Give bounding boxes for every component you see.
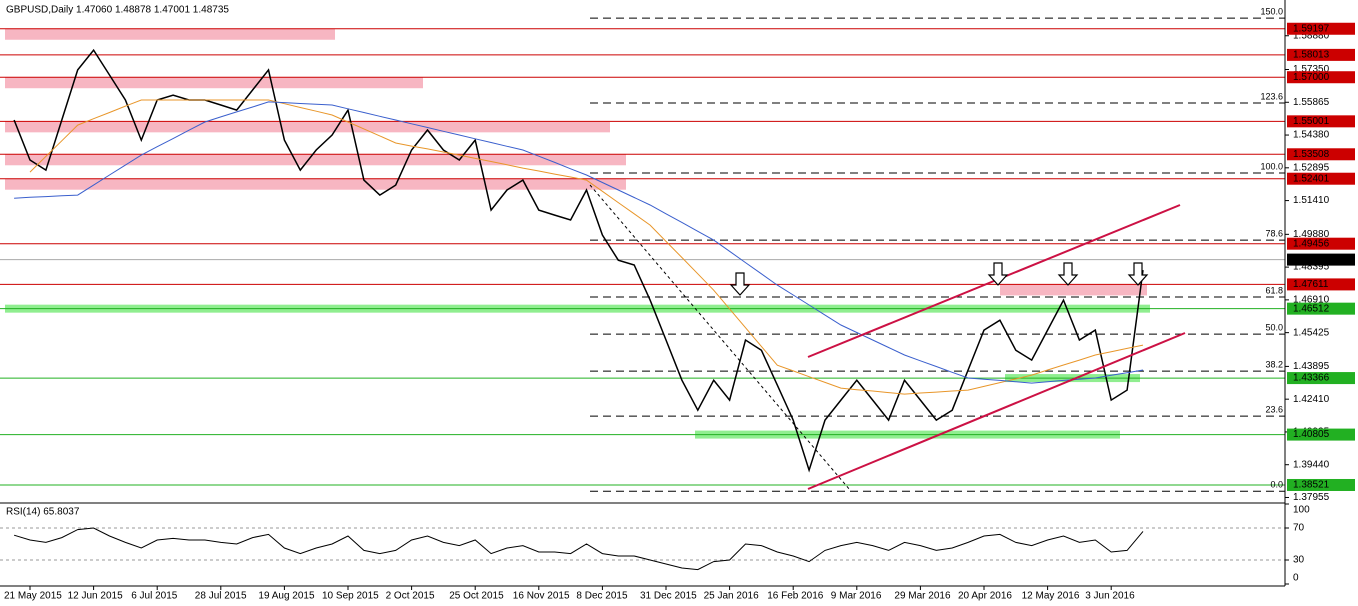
price-line <box>14 101 1144 384</box>
x-tick-label: 28 Jul 2015 <box>195 591 247 602</box>
fib-label: 50.0 <box>1265 322 1283 332</box>
x-tick-label: 16 Feb 2016 <box>767 591 824 602</box>
zone <box>5 154 626 166</box>
x-tick-label: 31 Dec 2015 <box>640 591 697 602</box>
x-tick-label: 16 Nov 2015 <box>513 591 570 602</box>
rsi-line <box>13 527 1144 571</box>
last-price-box <box>1287 253 1355 266</box>
rsi-title: RSI(14) 65.8037 <box>6 507 80 518</box>
x-tick-label: 25 Oct 2015 <box>449 591 504 602</box>
level-label-box <box>1287 237 1355 250</box>
fib-label: 38.2 <box>1265 360 1283 370</box>
axis: 1.58880 1.57350 1.55865 1.54380 1.52895 1.514… <box>4 22 1355 602</box>
arrow <box>987 262 1009 286</box>
fib-label: 23.6 <box>1265 405 1283 415</box>
x-tick-label: 20 Apr 2016 <box>958 591 1012 602</box>
levels: 150.0 123.6 100.0 78.6 61.8 50.0 38.2 23.6 0.0 <box>0 6 1285 561</box>
y-tick-label: 1.54380 <box>1293 130 1330 141</box>
level-label-box <box>1287 48 1355 61</box>
level-label: 1.59197 <box>1293 23 1330 34</box>
level-label: 1.55001 <box>1293 116 1330 127</box>
y-tick-label: 1.39440 <box>1293 459 1330 470</box>
rsi-tick-label: 70 <box>1293 523 1305 534</box>
y-tick-label: 1.49880 <box>1293 229 1330 240</box>
level-label-box <box>1287 71 1355 84</box>
x-tick-label: 3 Jun 2016 <box>1085 591 1135 602</box>
rsi-tick-label: 100 <box>1293 505 1310 516</box>
x-tick-label: 10 Sep 2015 <box>322 591 379 602</box>
level-label: 1.52401 <box>1293 173 1330 184</box>
x-tick-label: 12 Jun 2015 <box>68 591 123 602</box>
x-tick-label: 19 Aug 2015 <box>258 591 315 602</box>
level-label-box <box>1287 172 1355 185</box>
fib-label: 0.0 <box>1270 480 1283 490</box>
level-label: 1.47611 <box>1293 279 1329 290</box>
y-tick-label: 1.45425 <box>1293 327 1330 338</box>
level-label: 1.38521 <box>1293 480 1330 491</box>
level-label-box <box>1287 22 1355 35</box>
fib-label: 100.0 <box>1260 161 1283 171</box>
y-tick-label: 1.51410 <box>1293 195 1330 206</box>
marks <box>13 48 1144 571</box>
zone <box>1000 284 1147 296</box>
level-label: 1.40805 <box>1293 429 1330 440</box>
y-tick-label: 1.43895 <box>1293 361 1330 372</box>
x-tick-label: 12 May 2016 <box>1022 591 1080 602</box>
arrows <box>729 262 1149 296</box>
y-tick-label: 1.58880 <box>1293 30 1330 41</box>
x-tick-label: 2 Oct 2015 <box>386 591 435 602</box>
x-tick-label: 9 Mar 2016 <box>831 591 882 602</box>
level-label-box <box>1287 372 1355 385</box>
level-label: 1.43366 <box>1293 373 1330 384</box>
zone <box>5 121 610 133</box>
trend-line <box>589 184 851 491</box>
level-label: 1.57000 <box>1293 72 1330 83</box>
y-tick-label: 1.48395 <box>1293 262 1330 273</box>
x-tick-label: 25 Jan 2016 <box>704 591 759 602</box>
level-label: 1.58013 <box>1293 50 1330 61</box>
level-label: 1.53508 <box>1293 149 1330 160</box>
y-tick-label: 1.55865 <box>1293 97 1330 108</box>
zone <box>5 28 335 40</box>
y-tick-label: 1.46910 <box>1293 295 1330 306</box>
fib-label: 61.8 <box>1265 285 1283 295</box>
x-tick-label: 29 Mar 2016 <box>894 591 951 602</box>
level-label-box <box>1287 148 1355 161</box>
x-tick-label: 8 Dec 2015 <box>576 591 628 602</box>
level-label-box <box>1287 428 1355 441</box>
level-label-box <box>1287 278 1355 291</box>
arrow <box>1057 262 1079 286</box>
y-tick-label: 1.57350 <box>1293 64 1330 75</box>
level-label-box <box>1287 478 1355 491</box>
chart-title: GBPUSD,Daily 1.47060 1.48878 1.47001 1.4… <box>6 5 229 16</box>
zone <box>5 77 423 89</box>
fib-label: 123.6 <box>1260 91 1283 101</box>
rsi-tick-label: 0 <box>1293 573 1299 584</box>
level-label-box <box>1287 302 1355 315</box>
x-tick-label: 21 May 2015 <box>4 591 62 602</box>
arrow <box>1127 262 1149 286</box>
y-tick-label: 1.42410 <box>1293 394 1330 405</box>
y-tick-label: 1.52895 <box>1293 162 1330 173</box>
level-label-box <box>1287 115 1355 128</box>
level-label: 1.49456 <box>1293 238 1330 249</box>
price-line <box>29 99 1144 395</box>
y-tick-label: 1.37955 <box>1293 492 1330 503</box>
rsi-tick-label: 30 <box>1293 555 1305 566</box>
level-label: 1.46512 <box>1293 303 1330 314</box>
zone <box>5 178 626 190</box>
last-price-label: 1.48735 <box>1293 254 1330 265</box>
arrow <box>729 272 751 296</box>
fib-label: 78.6 <box>1265 228 1283 238</box>
channel-lower <box>807 332 1186 490</box>
fib-label: 150.0 <box>1260 6 1283 16</box>
x-tick-label: 6 Jul 2015 <box>131 591 178 602</box>
